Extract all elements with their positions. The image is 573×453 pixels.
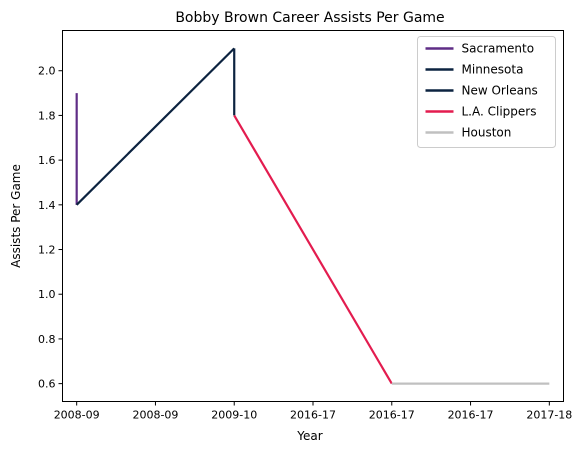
legend-label: L.A. Clippers	[462, 105, 537, 119]
series-layer	[75, 47, 550, 385]
x-axis-label: Year	[296, 429, 322, 443]
legend-label: Sacramento	[462, 42, 535, 56]
y-tick-label: 0.6	[38, 378, 56, 391]
y-tick-label: 0.8	[38, 333, 56, 346]
x-tick-label: 2017-18	[526, 409, 572, 422]
y-axis: 0.6 0.8 1.0 1.2 1.4 1.6 1.8 2.0	[38, 65, 63, 391]
y-tick-label: 1.4	[38, 199, 56, 212]
legend-frame	[417, 36, 556, 148]
x-axis: 2008-09 2008-09 2009-10 2016-17 2016-17 2016-…	[54, 401, 572, 422]
legend-label: New Orleans	[462, 84, 538, 98]
series-line-l-a-clippers	[233, 114, 393, 385]
x-tick-label: 2016-17	[448, 409, 494, 422]
y-tick-label: 1.2	[38, 244, 56, 257]
legend-label: Minnesota	[462, 63, 524, 77]
legend-label: Houston	[462, 126, 512, 140]
y-axis-label: Assists Per Game	[9, 164, 23, 268]
y-tick-label: 1.6	[38, 154, 56, 167]
y-tick-label: 1.0	[38, 288, 56, 301]
y-tick-label: 2.0	[38, 65, 56, 78]
series-line-minnesota	[75, 47, 236, 206]
x-tick-label: 2016-17	[369, 409, 415, 422]
x-tick-label: 2016-17	[290, 409, 336, 422]
chart-title: Bobby Brown Career Assists Per Game	[175, 10, 444, 26]
legend: Sacramento Minnesota New Orleans L.A. Clipp…	[417, 36, 556, 148]
y-tick-label: 1.8	[38, 109, 56, 122]
x-tick-label: 2008-09	[54, 409, 100, 422]
x-tick-label: 2008-09	[132, 409, 178, 422]
x-tick-label: 2009-10	[211, 409, 257, 422]
